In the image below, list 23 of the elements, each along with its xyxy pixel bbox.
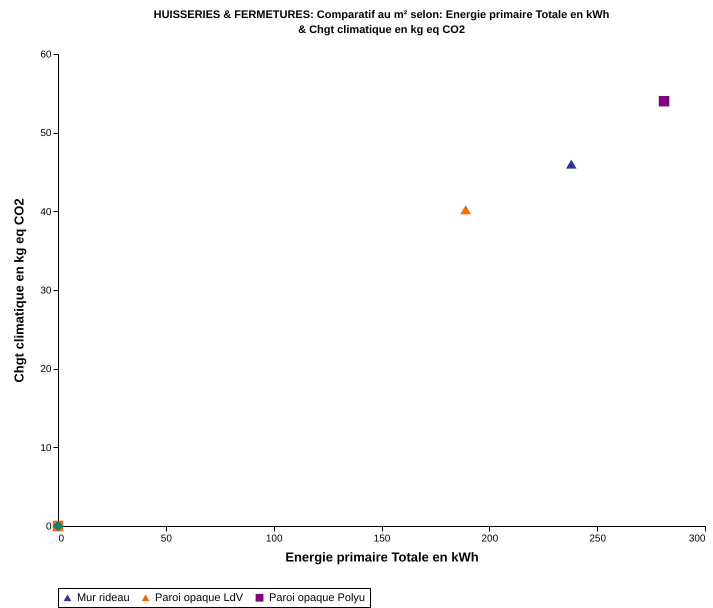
y-tick-label: 10 xyxy=(40,442,52,454)
legend-label: Paroi opaque LdV xyxy=(155,592,244,604)
legend-label: Mur rideau xyxy=(77,592,130,604)
y-tick-label: 30 xyxy=(40,286,52,296)
point xyxy=(566,160,577,169)
chart-title: HUISSERIES & FERMETURES: Comparatif au m² selon: Energie primaire Totale en kWh & Chgt climatique en kg eq CO2 xyxy=(154,9,610,36)
y-tick-label: 50 xyxy=(40,128,52,140)
x-tick-label: 50 xyxy=(160,534,172,544)
y-tick-label: 20 xyxy=(40,364,52,376)
x-tick-label: 150 xyxy=(374,534,391,544)
legend-label: Paroi opaque Polyu xyxy=(269,592,366,604)
x-tick-label: 250 xyxy=(589,534,606,544)
y-tick-label: 0 xyxy=(46,522,52,532)
y-axis-title: Chgt climatique en kg eq CO2 xyxy=(11,198,26,383)
y-tick-label: 40 xyxy=(40,206,52,218)
point xyxy=(460,205,471,214)
x-axis-title: Energie primaire Totale en kWh xyxy=(285,550,479,564)
x-tick-label: 200 xyxy=(481,534,499,544)
point xyxy=(658,96,670,106)
x-tick-label: 300 xyxy=(688,534,706,544)
x-tick-label: 100 xyxy=(266,534,283,544)
y-tick-label: 60 xyxy=(40,50,52,60)
x-tick-label: 0 xyxy=(58,534,64,544)
